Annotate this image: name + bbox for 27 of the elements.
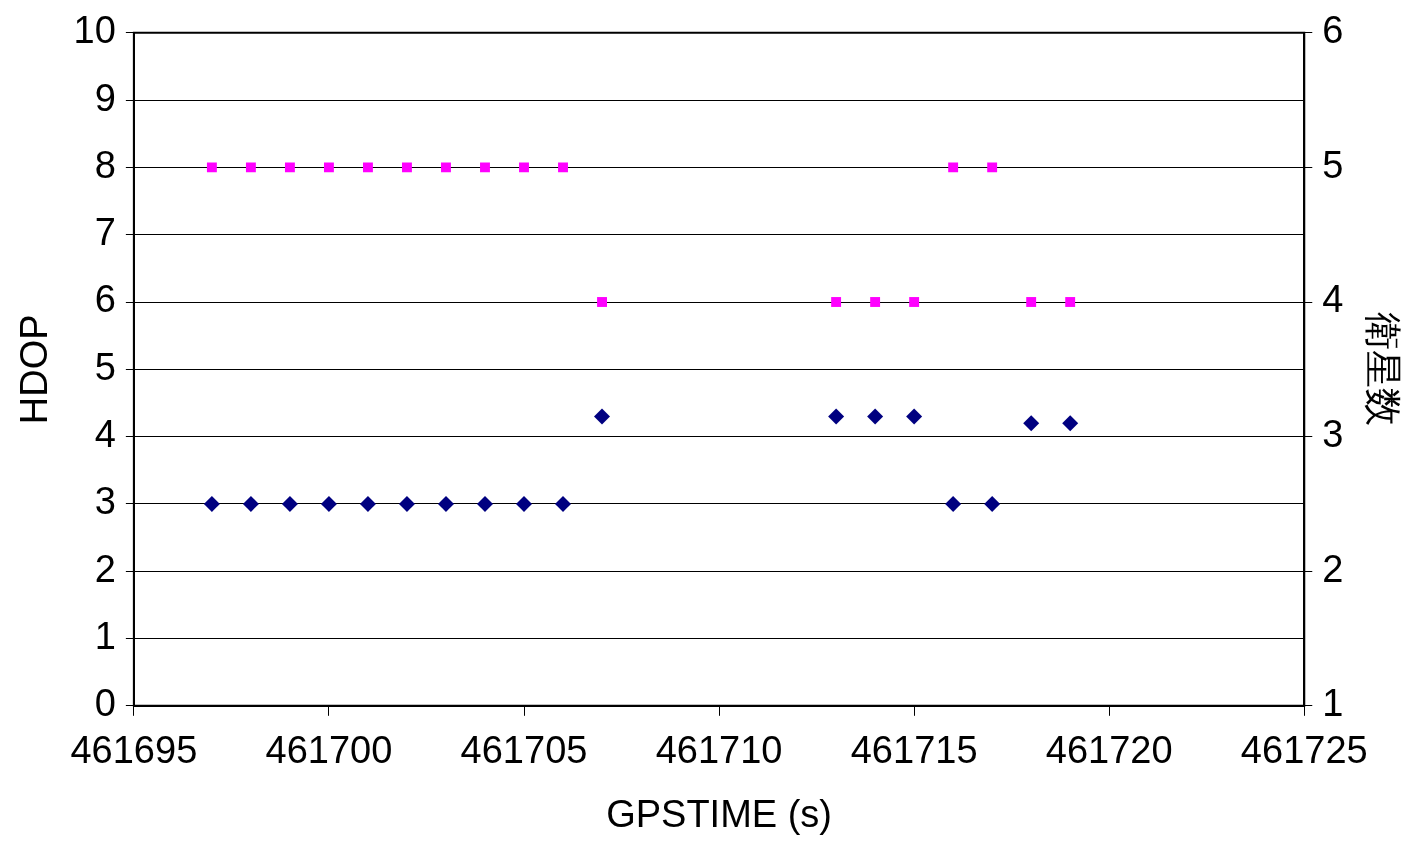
x-axis-title: GPSTIME (s) bbox=[606, 792, 833, 835]
y-tick-label: 6 bbox=[94, 278, 116, 321]
y-axis-title: HDOP bbox=[13, 314, 56, 425]
x-tick-label: 461725 bbox=[1240, 729, 1368, 772]
y-tick-label: 1 bbox=[94, 614, 116, 657]
y-tick-label: 10 bbox=[73, 9, 116, 52]
y-tick-label: 9 bbox=[94, 76, 116, 119]
y-tick-label: 2 bbox=[94, 547, 116, 590]
y-tick-label: 7 bbox=[94, 211, 116, 254]
y-tick-label: 4 bbox=[94, 413, 116, 456]
x-tick-label: 461715 bbox=[850, 729, 978, 772]
y-tick-label: 0 bbox=[94, 682, 116, 725]
y2-tick-label: 4 bbox=[1322, 278, 1344, 321]
y2-tick-label: 3 bbox=[1322, 413, 1344, 456]
x-tick-label: 461720 bbox=[1045, 729, 1173, 772]
x-tick-label: 461710 bbox=[655, 729, 783, 772]
y2-tick-label: 2 bbox=[1322, 547, 1344, 590]
y2-tick-label: 6 bbox=[1322, 9, 1344, 52]
y2-axis-title: 衛星数 bbox=[1361, 312, 1404, 427]
x-tick-label: 461700 bbox=[265, 729, 393, 772]
x-tick-label: 461705 bbox=[460, 729, 588, 772]
y2-tick-label: 5 bbox=[1322, 143, 1344, 186]
y-tick-label: 8 bbox=[94, 143, 116, 186]
y-tick-label: 3 bbox=[94, 480, 116, 523]
y2-tick-label: 1 bbox=[1322, 682, 1344, 725]
x-tick-label: 461695 bbox=[70, 729, 198, 772]
y-tick-label: 5 bbox=[94, 345, 116, 388]
